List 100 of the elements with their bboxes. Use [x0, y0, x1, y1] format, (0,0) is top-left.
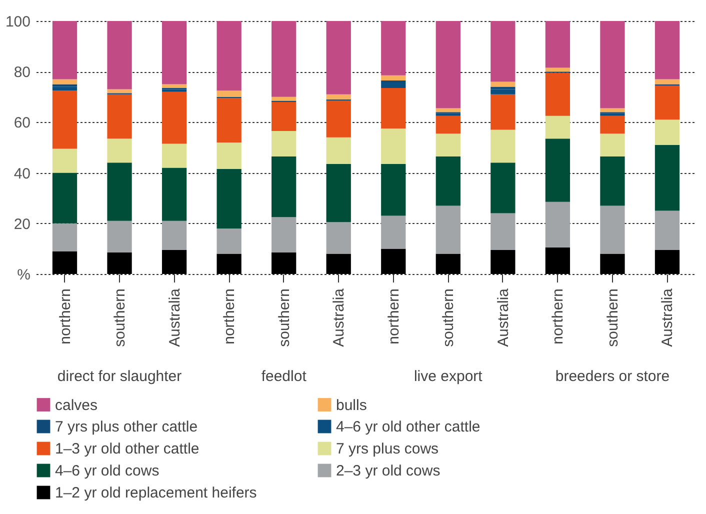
bar [326, 254, 351, 274]
bar [545, 138, 570, 202]
legend-label: 7 yrs plus other cattle [55, 418, 198, 436]
bar [107, 138, 132, 163]
bar [436, 206, 460, 254]
bar [490, 130, 516, 163]
bar [326, 164, 351, 222]
bar [654, 21, 680, 80]
legend-label: 7 yrs plus cows [336, 440, 439, 458]
bar [52, 86, 78, 91]
bar [381, 216, 406, 249]
bar [545, 72, 570, 116]
bar [545, 68, 570, 72]
bar [272, 102, 296, 132]
x-tick-label: southern [604, 288, 622, 347]
bar [52, 21, 78, 80]
bar [272, 252, 296, 274]
bar [216, 169, 242, 228]
bar [381, 248, 406, 274]
bar [600, 113, 625, 116]
bar [162, 89, 187, 92]
bar [654, 144, 680, 211]
bar [326, 100, 351, 138]
bar [381, 128, 406, 164]
bar [216, 228, 242, 254]
bar [162, 144, 187, 168]
bar [326, 21, 351, 94]
bar [545, 116, 570, 139]
bar [545, 202, 570, 248]
legend-label: 2–3 yr old cows [336, 462, 440, 480]
bar [436, 254, 460, 274]
bar [490, 21, 516, 82]
bar [52, 79, 78, 84]
bar [52, 148, 78, 173]
bar [162, 250, 187, 274]
x-tick-label: southern [276, 288, 293, 347]
bar [436, 134, 460, 156]
x-tick-label: northern [221, 288, 238, 344]
bar [52, 172, 78, 224]
bar [600, 134, 625, 156]
x-tick-label: Australia [166, 288, 184, 347]
bar [600, 156, 625, 206]
bar [490, 213, 516, 250]
legend-label: 4–6 yr old cows [55, 462, 160, 480]
bar [600, 108, 625, 112]
bar [326, 137, 351, 164]
bar [654, 79, 680, 84]
bar [272, 131, 296, 156]
bar [654, 210, 680, 250]
bar [490, 162, 516, 214]
bar [654, 250, 680, 274]
y-tick-label: 100 [5, 14, 30, 30]
bar [52, 251, 78, 274]
bar [216, 254, 242, 274]
legend-label: 1–2 yr old replacement heifers [55, 484, 257, 502]
bar [326, 94, 351, 100]
bar [216, 21, 242, 91]
bar [52, 90, 78, 149]
bar [490, 82, 516, 87]
bar [381, 164, 406, 216]
bar [490, 89, 516, 94]
text: direct for slaughter [57, 368, 182, 385]
bar [162, 21, 187, 84]
bar [216, 90, 242, 97]
bar [326, 222, 351, 254]
legend-label: 1–3 yr old other cattle [55, 440, 200, 458]
y-tick-label: 40 [14, 165, 30, 182]
text: breeders or store [555, 368, 670, 385]
bar [381, 82, 406, 88]
bar [272, 217, 296, 252]
bar [107, 220, 132, 252]
y-tick-label: 20 [14, 216, 30, 233]
x-tick-label: Australia [494, 288, 512, 347]
bar [654, 120, 680, 145]
text: live export [414, 368, 484, 385]
bar [545, 247, 570, 274]
legend-label: 4–6 yr old other cattle [336, 418, 480, 436]
bar [600, 116, 625, 134]
x-tick-label: Australia [330, 288, 348, 347]
bar [52, 223, 78, 252]
bar [107, 21, 132, 90]
y-tick-label: 60 [14, 114, 30, 132]
bar [162, 220, 187, 250]
bar [162, 84, 187, 88]
bar [272, 96, 296, 101]
bar [545, 21, 570, 68]
bar [162, 92, 187, 144]
bar [52, 84, 78, 87]
bar [381, 88, 406, 129]
bar [600, 21, 625, 108]
bar [436, 113, 460, 116]
x-tick-label: southern [440, 288, 458, 347]
text: feedlot [261, 368, 308, 385]
y-tick-label: % [17, 266, 30, 284]
bar [654, 86, 680, 120]
bar [216, 98, 242, 142]
bar [272, 156, 296, 218]
legend-label: bulls [336, 396, 367, 414]
bar [272, 21, 296, 97]
bar [381, 75, 406, 80]
